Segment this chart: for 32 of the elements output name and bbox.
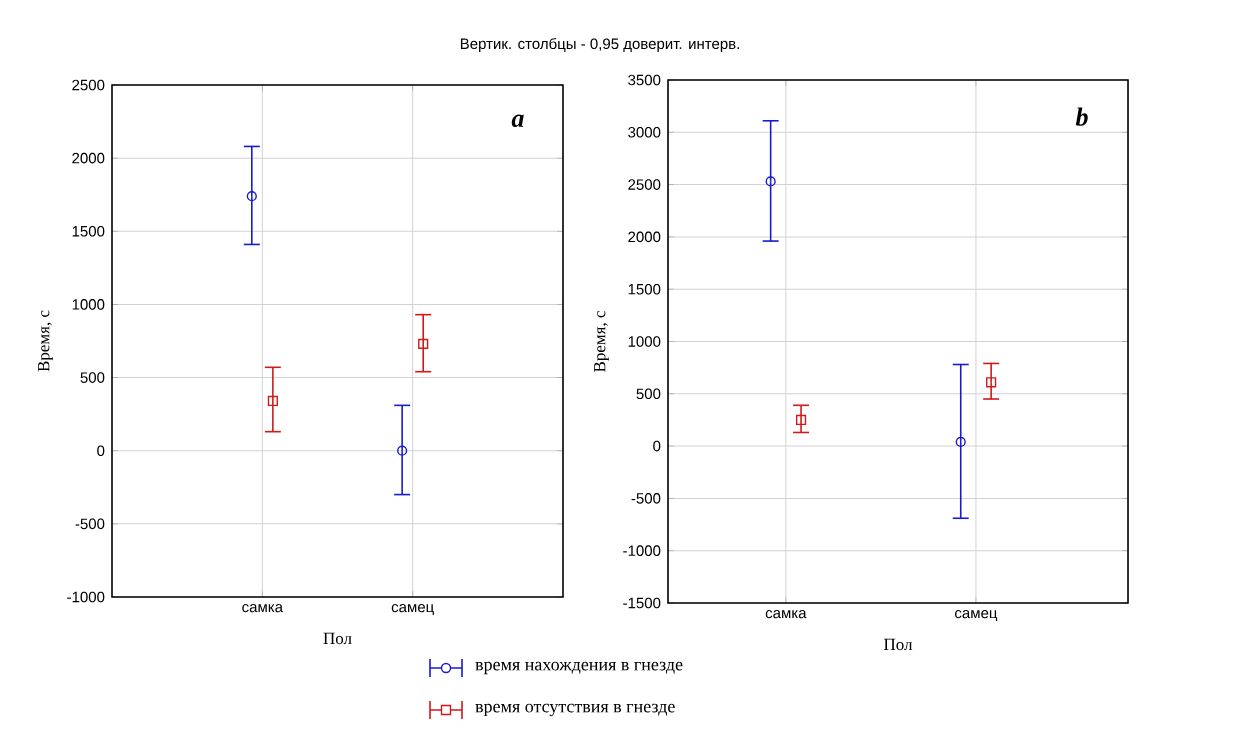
y-tick-label: 1000 [628, 336, 661, 347]
annotation: a [511, 114, 524, 128]
y-tick-label: 0 [653, 440, 661, 452]
y-tick-label: 1500 [628, 283, 661, 295]
y-axis-title: Время, с [38, 310, 53, 372]
y-axis-title: Время, с [594, 311, 609, 372]
x-tick-label: самка [765, 610, 807, 619]
x-axis-title: Пол [883, 638, 913, 651]
legend-label: время нахождения в гнезде [475, 661, 683, 675]
y-tick-label: 500 [636, 388, 661, 400]
legend-label: время отсутствия в гнезде [475, 703, 675, 717]
y-tick-label: 1000 [72, 299, 105, 310]
y-tick-label: -1500 [623, 597, 661, 609]
y-tick-label: 3000 [628, 126, 661, 138]
y-tick-label: 2000 [628, 231, 661, 243]
x-axis-title: Пол [323, 632, 352, 645]
y-tick-label: -500 [75, 518, 105, 530]
y-tick-label: -1000 [67, 591, 105, 603]
x-tick-label: самец [391, 604, 434, 616]
y-tick-label: 500 [80, 372, 105, 383]
y-tick-label: 1500 [72, 225, 105, 237]
x-tick-label: самка [242, 604, 284, 613]
y-tick-label: 3500 [628, 74, 661, 86]
annotation: b [1075, 107, 1088, 126]
y-tick-label: -500 [631, 493, 661, 504]
x-tick-label: самец [955, 610, 998, 622]
text: Вертик. столбцы - 0,95 доверит. интерв. [460, 37, 739, 53]
y-tick-label: 2000 [72, 152, 105, 164]
y-tick-label: -1000 [623, 545, 661, 557]
y-tick-label: 0 [97, 445, 105, 457]
y-tick-label: 2500 [72, 79, 105, 91]
y-tick-label: 2500 [628, 179, 661, 190]
